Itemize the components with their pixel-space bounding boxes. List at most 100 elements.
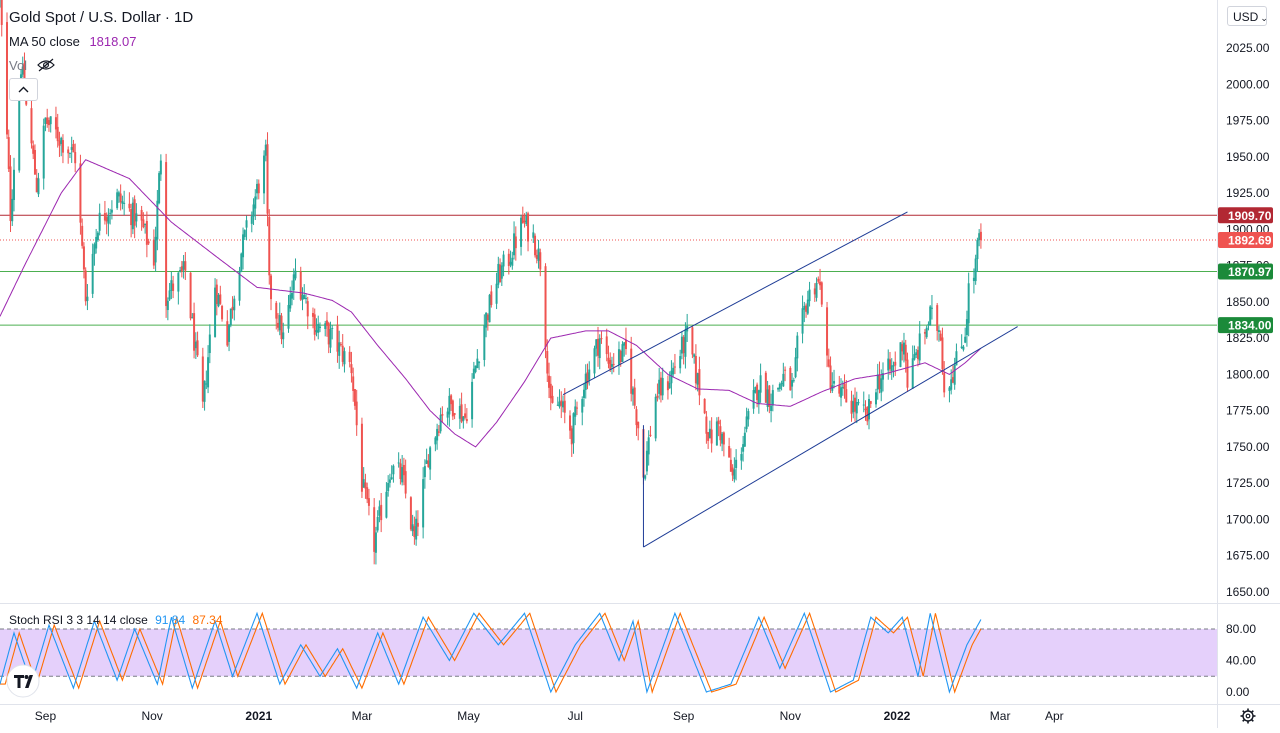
candle-body	[0, 0, 3, 25]
candle-body	[850, 400, 853, 414]
candle-body	[855, 401, 858, 414]
candle-body	[514, 236, 517, 249]
candle-body	[887, 358, 890, 371]
candle-body	[544, 266, 547, 348]
candle-body	[21, 66, 24, 75]
candle-body	[338, 342, 341, 356]
stoch-rsi-legend[interactable]: Stoch RSI 3 3 14 14 close 91.84 87.34	[9, 613, 223, 627]
candle-body	[207, 357, 210, 388]
candle-body	[840, 387, 843, 398]
candle-body	[329, 329, 332, 348]
candle-body	[562, 401, 565, 408]
time-tick-label: 2022	[884, 709, 911, 723]
candle-body	[815, 282, 818, 298]
candle-body	[453, 413, 456, 415]
candle-body	[854, 397, 857, 412]
candle-body	[86, 296, 89, 301]
candle-body	[916, 350, 919, 360]
oscillator-axis[interactable]: 80.00 40.00 0.00	[1226, 622, 1256, 699]
candle-body	[390, 477, 393, 480]
candle-body	[397, 462, 400, 464]
candle-body	[9, 166, 12, 221]
candle-body	[243, 230, 246, 238]
symbol-title[interactable]: Gold Spot / U.S. Dollar · 1D	[9, 9, 193, 26]
candle-body	[196, 340, 199, 356]
candle-body	[745, 416, 748, 430]
price-tick-label: 2000.00	[1226, 77, 1270, 91]
tradingview-logo[interactable]	[6, 664, 40, 698]
candle-body	[471, 381, 474, 420]
candle-body	[707, 432, 710, 441]
candle-body	[833, 381, 836, 384]
candle-body	[168, 290, 171, 300]
hidden-eye-icon[interactable]	[36, 58, 55, 72]
chevron-down-icon: ⌄	[1260, 13, 1268, 23]
candle-body	[128, 203, 131, 209]
price-axis[interactable]: 2025.002000.001975.001950.001925.001900.…	[1226, 41, 1270, 599]
candle-body	[374, 532, 377, 553]
candle-body	[70, 147, 73, 150]
candle-body	[537, 248, 540, 261]
candle-body	[425, 460, 428, 464]
volume-legend-label: Vol	[9, 58, 28, 73]
candle-body	[656, 395, 659, 398]
candle-body	[827, 359, 830, 367]
candle-body	[789, 367, 792, 391]
candle-body	[600, 338, 603, 340]
candle-body	[292, 274, 295, 291]
volume-legend[interactable]: Vol	[9, 58, 55, 73]
candle-body	[951, 377, 954, 383]
channel-line-upper	[562, 211, 908, 396]
candle-body	[474, 365, 477, 372]
level-badge-text: 1870.97	[1228, 265, 1272, 279]
candle-body	[740, 454, 743, 461]
ma-legend-label: MA 50 close	[9, 34, 80, 49]
collapse-legend-button[interactable]	[9, 78, 38, 101]
settings-gear-icon[interactable]	[1240, 708, 1256, 724]
candle-body	[180, 266, 183, 272]
candle-body	[532, 232, 535, 238]
candle-body	[735, 459, 738, 469]
candle-body	[58, 140, 61, 146]
candle-body	[277, 322, 280, 328]
candle-body	[402, 464, 405, 476]
candle-body	[768, 385, 771, 407]
level-badge-text: 1892.69	[1228, 233, 1272, 247]
candle-body	[460, 404, 463, 422]
candle-body	[95, 236, 98, 249]
candle-body	[574, 406, 577, 417]
candle-body	[595, 339, 598, 349]
candle-body	[280, 315, 283, 340]
candle-body	[331, 327, 334, 329]
candle-body	[874, 392, 877, 405]
time-tick-label: Jul	[568, 709, 583, 723]
level-price-labels: 1909.70 1892.69 1870.97 1834.00	[1218, 207, 1273, 334]
candle-body	[231, 306, 234, 311]
candle-body	[240, 253, 243, 272]
candle-body	[605, 336, 608, 355]
candle-body	[201, 356, 204, 402]
candle-body	[817, 278, 820, 282]
currency-selector[interactable]: USD ⌄	[1227, 6, 1268, 26]
candle-body	[637, 421, 640, 429]
candle-body	[777, 387, 780, 390]
candle-body	[219, 294, 222, 304]
candle-body	[644, 475, 647, 479]
candle-body	[366, 487, 369, 500]
ma-legend[interactable]: MA 50 close 1818.07	[9, 34, 136, 49]
candle-body	[179, 269, 182, 271]
time-axis[interactable]: Sep Nov 2021 Mar May Jul Sep Nov 2022 Mar Apr	[35, 709, 1064, 723]
level-badge-text: 1909.70	[1228, 209, 1272, 223]
candle-body	[743, 432, 746, 447]
candle-body	[705, 416, 708, 434]
candle-body	[11, 198, 14, 222]
candle-body	[742, 444, 745, 452]
candle-body	[805, 305, 808, 312]
candle-body	[156, 200, 159, 240]
candle-body	[513, 233, 516, 256]
candle-body	[105, 217, 108, 222]
candle-body	[826, 307, 829, 356]
candle-body	[612, 363, 615, 365]
candle-body	[764, 372, 767, 403]
